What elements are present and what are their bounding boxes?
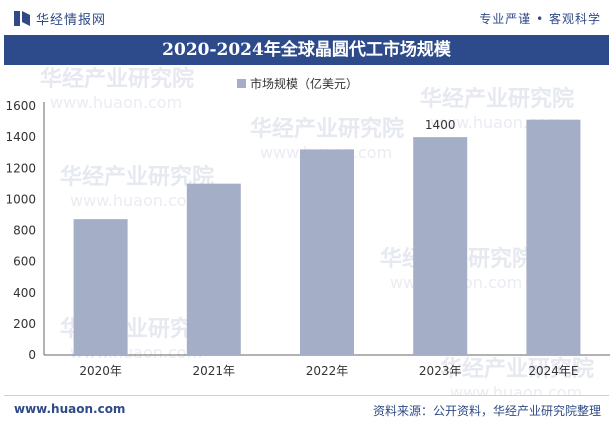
y-tick-label: 1600 (5, 99, 36, 113)
x-tick-label: 2023年 (419, 364, 462, 378)
bar (186, 183, 241, 355)
y-tick-label: 1200 (5, 161, 36, 175)
bar (413, 137, 468, 355)
watermark-text: 华经产业研究院 (440, 356, 594, 382)
watermark-url: www.huaon.com (70, 191, 202, 210)
y-tick-label: 1400 (5, 130, 36, 144)
y-tick-label: 1000 (5, 192, 36, 206)
brand-name: 华经情报网 (36, 12, 107, 28)
y-tick-label: 600 (13, 255, 36, 269)
bar-chart: 华经产业研究院www.huaon.com华经产业研究院www.huaon.com… (5, 66, 610, 396)
watermark-text: 华经产业研究院 (40, 66, 194, 92)
bar (73, 219, 128, 355)
x-tick-label: 2021年 (193, 364, 236, 378)
bar (526, 119, 581, 355)
x-tick-label: 2020年 (79, 364, 122, 378)
watermark-text: 华经产业研究院 (250, 116, 404, 142)
legend-swatch (237, 79, 246, 88)
top-bar: 华经情报网 专业严谨 • 客观科学 (0, 0, 613, 34)
y-tick-label: 0 (28, 348, 36, 362)
footer-website[interactable]: www.huaon.com (14, 402, 126, 416)
logo-icon (14, 10, 30, 26)
y-tick-label: 200 (13, 317, 36, 331)
x-tick-label: 2024年E (528, 364, 578, 378)
watermark-url: www.huaon.com (50, 93, 182, 112)
watermark-text: 华经产业研究院 (420, 86, 574, 112)
chart-title: 2020-2024年全球晶圆代工市场规模 (4, 35, 609, 65)
brand[interactable]: 华经情报网 (14, 9, 107, 28)
tagline: 专业严谨 • 客观科学 (479, 12, 601, 26)
watermark-url: www.huaon.com (450, 383, 582, 396)
bar (300, 149, 354, 355)
footer-divider (4, 395, 609, 396)
x-tick-label: 2022年 (306, 364, 349, 378)
y-tick-label: 400 (13, 286, 36, 300)
footer-source: 资料来源：公开资料，华经产业研究院整理 (372, 404, 601, 418)
y-tick-label: 800 (13, 224, 36, 238)
legend-label: 市场规模（亿美元） (250, 76, 358, 91)
data-label: 1400 (425, 118, 456, 132)
